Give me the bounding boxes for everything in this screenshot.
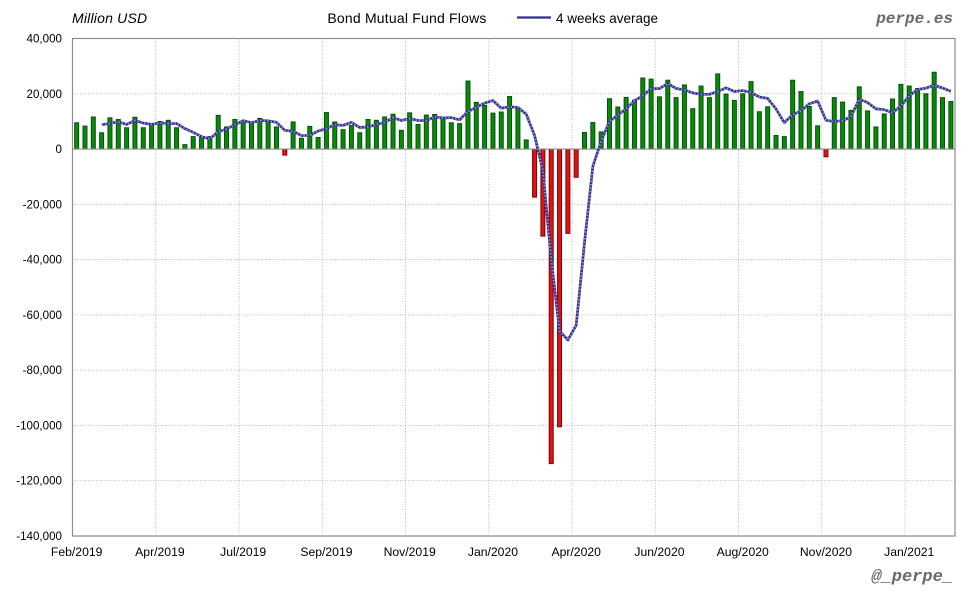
svg-text:-80,000: -80,000 — [23, 364, 62, 377]
svg-text:Aug/2020: Aug/2020 — [717, 545, 769, 559]
svg-text:Nov/2019: Nov/2019 — [384, 545, 436, 559]
svg-text:4 weeks average: 4 weeks average — [556, 11, 658, 26]
svg-text:-40,000: -40,000 — [23, 254, 62, 267]
svg-text:-60,000: -60,000 — [23, 309, 62, 322]
svg-text:-100,000: -100,000 — [16, 419, 62, 432]
svg-text:-20,000: -20,000 — [23, 198, 62, 211]
svg-text:Apr/2019: Apr/2019 — [135, 545, 185, 559]
svg-text:@_perpe_: @_perpe_ — [871, 568, 953, 587]
svg-text:20,000: 20,000 — [27, 88, 62, 101]
svg-text:Million USD: Million USD — [72, 10, 147, 26]
svg-text:Jan/2021: Jan/2021 — [884, 545, 934, 559]
svg-text:Nov/2020: Nov/2020 — [800, 545, 852, 559]
svg-text:40,000: 40,000 — [27, 33, 62, 46]
svg-text:Jul/2019: Jul/2019 — [220, 545, 266, 559]
svg-text:Jun/2020: Jun/2020 — [634, 545, 684, 559]
svg-text:-120,000: -120,000 — [16, 475, 62, 488]
svg-text:Jan/2020: Jan/2020 — [468, 545, 518, 559]
svg-text:Sep/2019: Sep/2019 — [300, 545, 352, 559]
svg-text:perpe.es: perpe.es — [875, 10, 953, 28]
svg-text:Bond Mutual Fund Flows: Bond Mutual Fund Flows — [327, 10, 486, 26]
svg-text:0: 0 — [56, 143, 62, 156]
svg-text:Feb/2019: Feb/2019 — [51, 545, 103, 559]
svg-text:Apr/2020: Apr/2020 — [551, 545, 601, 559]
svg-text:-140,000: -140,000 — [16, 530, 62, 543]
